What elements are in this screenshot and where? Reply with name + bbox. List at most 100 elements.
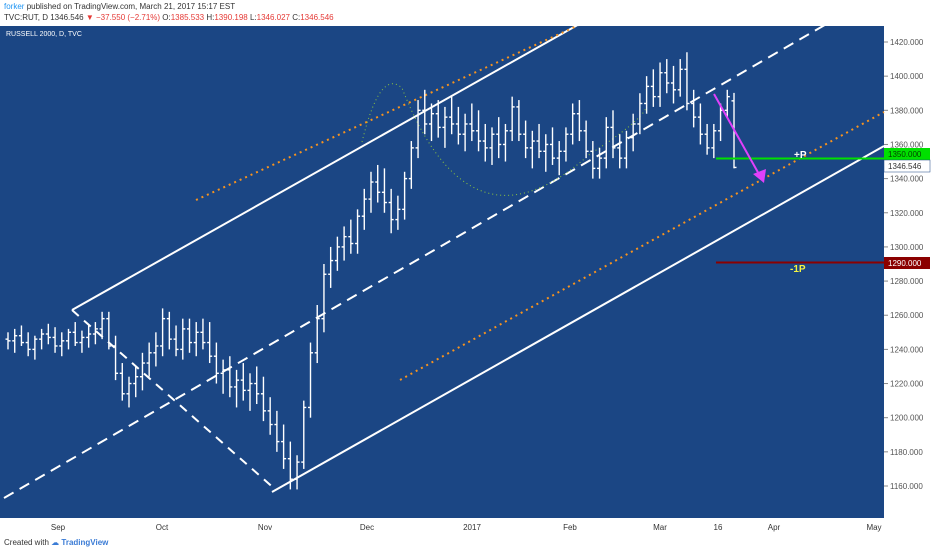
price-bar	[482, 123, 488, 162]
price-bar	[523, 120, 529, 159]
price-bars	[5, 52, 737, 490]
price-bar	[388, 188, 394, 234]
projection-arrow-shaft[interactable]	[713, 93, 761, 177]
plot-area[interactable]	[0, 26, 884, 518]
price-bar	[146, 342, 152, 377]
price-bar	[590, 141, 596, 179]
orange-dotted-upper[interactable]	[195, 26, 590, 201]
price-bar	[294, 455, 300, 490]
y-tick-label: 1420.000	[890, 38, 924, 47]
price-bar	[328, 246, 334, 288]
x-tick-label: Dec	[360, 523, 374, 532]
x-tick-label: 2017	[463, 523, 481, 532]
price-bar	[341, 226, 347, 261]
price-bar	[691, 89, 697, 128]
green-level-price: 1350.000	[888, 150, 922, 159]
symbol-ohlc: TVC:RUT, D 1346.546 ▼ −37.550 (−2.71%) O…	[4, 13, 334, 22]
last-price: 1346.546	[50, 13, 84, 22]
price-bar	[308, 342, 313, 418]
y-tick-label: 1220.000	[890, 380, 924, 389]
price-bar	[442, 106, 448, 148]
price-bar	[160, 308, 166, 357]
y-tick-label: 1300.000	[890, 243, 924, 252]
price-bar	[724, 89, 730, 118]
tradingview-brand[interactable]: TradingView	[61, 538, 109, 547]
x-tick-label: Sep	[51, 523, 66, 532]
red-level-price: 1290.000	[888, 259, 922, 268]
price-bar	[610, 110, 616, 159]
x-tick-label: May	[866, 523, 881, 532]
close-label: C:	[292, 13, 301, 22]
price-bar	[234, 369, 240, 408]
open-label: O:	[162, 13, 171, 22]
published-text: published on TradingView.com, March 21, …	[26, 2, 236, 11]
price-bar	[617, 134, 623, 169]
x-tick-label: 16	[714, 523, 723, 532]
x-tick-label: Mar	[653, 523, 667, 532]
y-tick-label: 1320.000	[890, 209, 924, 218]
drawings-layer	[3, 26, 885, 499]
price-bar	[556, 141, 562, 176]
chart-header: forker published on TradingView.com, Mar…	[0, 0, 932, 26]
minus-1p-label: -1P	[790, 264, 806, 275]
price-bar	[630, 113, 636, 152]
channel-lower-line[interactable]	[271, 145, 885, 493]
price-bar	[576, 100, 582, 142]
price-bar	[187, 318, 192, 353]
y-tick-label: 1200.000	[890, 414, 924, 423]
price-bar	[449, 96, 455, 135]
chart-footer: Created with ☁ TradingView	[0, 536, 932, 550]
price-bar	[355, 209, 361, 254]
price-bar	[314, 304, 320, 364]
price-bar	[684, 52, 690, 111]
price-bar	[597, 147, 603, 179]
y-tick-label: 1180.000	[890, 448, 923, 457]
price-bar	[5, 332, 11, 350]
annotations-layer: +P -1P	[713, 93, 884, 275]
price-bar	[18, 325, 24, 346]
price-bar	[72, 322, 78, 346]
price-bar	[321, 264, 327, 333]
price-bar	[496, 117, 502, 159]
price-bar	[213, 342, 219, 384]
diagonal-dashed-line[interactable]	[71, 309, 277, 491]
price-chart[interactable]: RUSSELL 2000, D, TVC +P -1P 1420.000 1400…	[0, 26, 932, 536]
price-bar	[274, 410, 280, 452]
author-link[interactable]: forker	[4, 2, 25, 11]
last-price-tag: 1346.546	[888, 162, 922, 171]
price-bar	[563, 127, 569, 162]
price-bar	[361, 188, 367, 230]
price-bar	[52, 327, 58, 353]
y-tick-label: 1400.000	[890, 72, 924, 81]
price-bar	[86, 325, 92, 348]
price-bar	[59, 332, 65, 357]
price-bar	[550, 127, 555, 165]
created-with-label: Created with	[4, 538, 49, 547]
y-tick-label: 1260.000	[890, 311, 924, 320]
price-bar	[180, 318, 186, 360]
price-bar	[254, 366, 260, 405]
channel-median-line[interactable]	[3, 26, 830, 499]
price-tag-last: 1346.546	[883, 159, 931, 173]
price-change: −37.550 (−2.71%)	[96, 13, 161, 22]
rounding-pattern-curve[interactable]	[361, 83, 647, 196]
orange-dotted-lower[interactable]	[399, 111, 885, 381]
tradingview-logo-icon: ☁	[51, 538, 60, 547]
price-bar	[536, 123, 542, 159]
price-bar	[455, 106, 461, 145]
projection-arrow-head[interactable]	[753, 169, 766, 183]
y-tick-label: 1240.000	[890, 345, 924, 354]
down-arrow-icon: ▼	[85, 13, 94, 22]
price-axis[interactable]	[884, 26, 932, 518]
price-bar	[570, 103, 576, 145]
close-value: 1346.546	[300, 13, 334, 22]
price-bar	[469, 103, 475, 142]
time-axis[interactable]	[0, 518, 932, 536]
y-tick-label: 1280.000	[890, 277, 924, 286]
price-bar	[415, 100, 421, 159]
y-tick-label: 1160.000	[890, 482, 923, 491]
channel-upper-line[interactable]	[71, 26, 590, 311]
price-bar	[664, 59, 670, 94]
price-bar	[422, 89, 428, 135]
price-bar	[502, 123, 508, 162]
